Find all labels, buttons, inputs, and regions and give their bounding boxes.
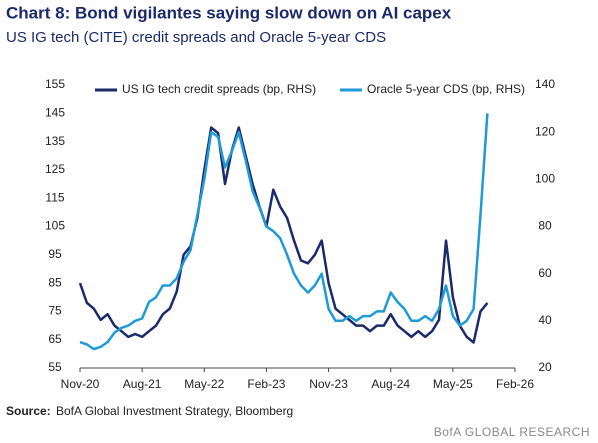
x-tick-label: May-22 [184, 377, 224, 391]
y-tick-label: 145 [45, 105, 65, 119]
chart-title: Chart 8: Bond vigilantes saying slow dow… [6, 3, 452, 22]
x-tick-label: Nov-23 [309, 377, 348, 391]
y-tick-label: 155 [45, 77, 65, 91]
y-tick-label: 135 [45, 134, 65, 148]
x-tick-label: Aug-21 [123, 377, 162, 391]
y-tick-label: 105 [45, 219, 65, 233]
legend-label: Oracle 5-year CDS (bp, RHS) [367, 82, 525, 96]
y-tick-label: 125 [45, 162, 65, 176]
y2-tick-label: 80 [538, 219, 552, 233]
legend-label: US IG tech credit spreads (bp, RHS) [122, 82, 316, 96]
y-tick-label: 85 [48, 275, 62, 289]
y-tick-label: 75 [48, 304, 62, 318]
y-tick-label: 65 [48, 332, 62, 346]
y2-tick-label: 20 [538, 360, 552, 374]
source: BofA Global Investment Strategy, Bloombe… [56, 404, 293, 418]
x-tick-label: May-25 [433, 377, 473, 391]
y2-tick-label: 40 [538, 313, 552, 327]
series-line [78, 126, 489, 344]
x-tick-label: Aug-24 [371, 377, 410, 391]
source-label: Source: [6, 404, 51, 418]
y2-tick-label: 60 [538, 266, 552, 280]
y2-tick-label: 140 [535, 77, 555, 91]
y-tick-label: 55 [48, 360, 62, 374]
y-tick-label: 115 [45, 190, 64, 204]
y-tick-label: 95 [48, 247, 62, 261]
x-tick-label: Feb-23 [247, 377, 285, 391]
x-tick-label: Feb-26 [496, 377, 534, 391]
series-line [79, 113, 489, 351]
y2-tick-label: 100 [535, 172, 555, 186]
brand: BofA GLOBAL RESEARCH [434, 425, 590, 439]
chart-subtitle: US IG tech (CITE) credit spreads and Ora… [6, 29, 386, 46]
y2-tick-label: 120 [535, 124, 555, 138]
x-tick-label: Nov-20 [61, 377, 100, 391]
